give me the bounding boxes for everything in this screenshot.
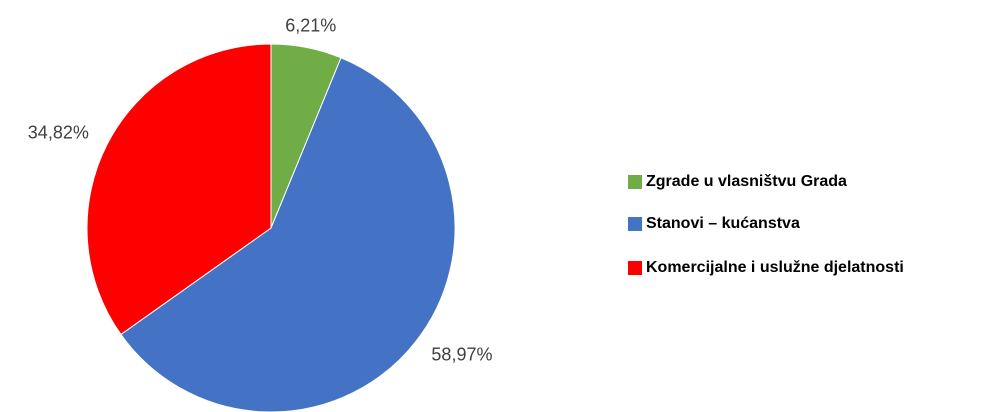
data-label: 34,82% — [28, 123, 89, 143]
data-label: 58,97% — [431, 344, 492, 364]
legend-label: Stanovi – kućanstva — [646, 215, 800, 232]
data-label: 6,21% — [285, 16, 336, 36]
legend-swatch — [628, 175, 642, 189]
pie-slice — [86, 43, 272, 336]
legend-swatch — [628, 261, 642, 275]
legend-label: Zgrade u vlasništvu Grada — [646, 173, 847, 190]
pie-slice — [120, 57, 456, 412]
legend-swatch — [628, 217, 642, 231]
legend-label: Komercijalne i uslužne djelatnosti — [646, 259, 904, 276]
